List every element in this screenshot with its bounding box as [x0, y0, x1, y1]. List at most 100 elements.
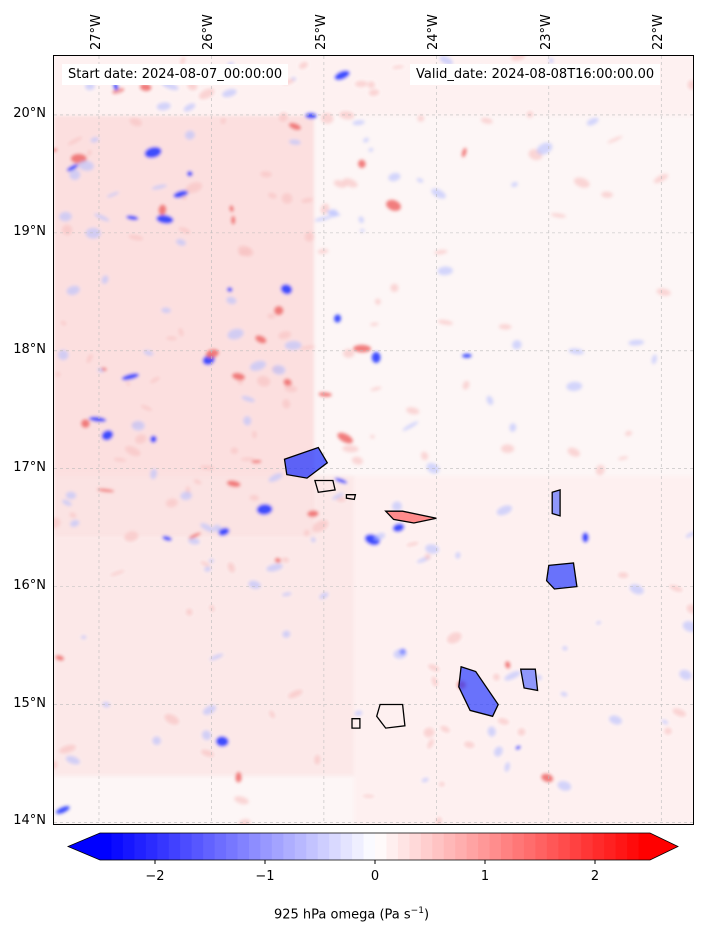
- ascent-cell: [66, 164, 79, 172]
- descent-cell: [336, 497, 347, 502]
- descent-cell: [355, 80, 368, 88]
- descent-cell: [423, 727, 435, 738]
- ascent-cell: [486, 395, 494, 405]
- descent-cell: [446, 632, 462, 644]
- latitude-tick-label: 18°N: [13, 341, 46, 357]
- descent-cell: [278, 112, 288, 122]
- ascent-cell: [566, 381, 583, 391]
- descent-cell: [110, 570, 125, 576]
- colorbar-segment: [386, 833, 399, 860]
- colorbar-segment: [283, 833, 296, 860]
- ascent-cell: [581, 532, 589, 543]
- descent-cell: [227, 562, 235, 573]
- latitude-tick-label: 19°N: [13, 223, 46, 239]
- descent-cell: [140, 404, 153, 412]
- descent-cell: [406, 541, 419, 547]
- ascent-cell: [266, 563, 283, 572]
- descent-cell: [188, 532, 201, 539]
- ascent-cell: [150, 468, 158, 480]
- ascent-cell: [682, 621, 693, 633]
- descent-cell: [656, 288, 671, 296]
- ascent-cell: [150, 435, 157, 443]
- ascent-cell: [314, 215, 332, 222]
- ascent-cell: [352, 120, 365, 126]
- colorbar-segment: [581, 833, 594, 860]
- descent-cell: [342, 178, 358, 188]
- santa-luzia-island-coastline: [345, 494, 357, 501]
- ascent-cell: [421, 777, 429, 783]
- colorbar-segment: [180, 833, 193, 860]
- colorbar-extend-high: [650, 833, 678, 860]
- map-panel: [53, 55, 694, 825]
- ascent-cell: [80, 635, 87, 640]
- descent-cell: [550, 213, 566, 218]
- descent-cell: [461, 147, 467, 158]
- ascent-cell: [487, 726, 496, 737]
- omega-field-map: [54, 56, 693, 824]
- ascent-cell: [402, 421, 419, 431]
- descent-cell: [55, 655, 65, 661]
- ascent-cell: [334, 477, 348, 484]
- descent-cell: [230, 447, 239, 455]
- colorbar-segment: [145, 833, 158, 860]
- ascent-cell: [106, 191, 120, 198]
- descent-cell: [165, 336, 178, 341]
- descent-cell: [318, 392, 332, 397]
- colorbar-segment: [478, 833, 491, 860]
- descent-cell: [492, 673, 500, 681]
- ascent-cell: [226, 296, 237, 305]
- sal-island-coastline: [551, 489, 561, 517]
- descent-cell: [517, 728, 526, 736]
- ascent-cell: [332, 492, 344, 500]
- descent-cell: [288, 122, 302, 131]
- descent-cell: [124, 445, 141, 457]
- descent-cell: [97, 488, 115, 493]
- ascent-cell: [334, 70, 350, 81]
- sao-nicolau-island-coastline: [384, 510, 437, 524]
- descent-cell: [186, 608, 193, 616]
- colorbar-segment: [294, 833, 307, 860]
- colorbar-segment: [237, 833, 250, 860]
- descent-cell: [510, 56, 526, 61]
- colorbar-segment: [260, 833, 273, 860]
- ascent-cell: [354, 710, 363, 716]
- descent-cell: [125, 382, 131, 386]
- ascent-cell: [557, 780, 572, 791]
- descent-cell: [595, 464, 605, 476]
- descent-cell: [421, 451, 429, 461]
- descent-cell: [435, 816, 442, 824]
- descent-cell: [235, 771, 242, 783]
- descent-cell: [607, 136, 623, 144]
- colorbar-title: 925 hPa omega (Pa s−1): [0, 906, 703, 922]
- boa-vista-island-coastline: [545, 562, 578, 590]
- colorbar-segment: [203, 833, 216, 860]
- colorbar-title-suffix: ): [423, 907, 430, 923]
- descent-cell: [193, 479, 202, 485]
- ascent-cell: [188, 537, 200, 545]
- descent-cell: [113, 457, 127, 462]
- ascent-cell: [685, 531, 693, 538]
- colorbar-segment: [122, 833, 135, 860]
- descent-cell: [370, 322, 379, 326]
- ascent-cell: [152, 736, 162, 746]
- descent-cell: [526, 111, 534, 118]
- ascent-cell: [70, 519, 80, 528]
- descent-cell: [351, 456, 363, 465]
- ascent-cell: [90, 137, 99, 143]
- colorbar-segment: [191, 833, 204, 860]
- descent-cell: [185, 182, 203, 194]
- descent-cell: [300, 345, 316, 350]
- colorbar-segment: [569, 833, 582, 860]
- descent-cell: [274, 557, 282, 563]
- descent-cell: [367, 81, 375, 89]
- ascent-cell: [393, 648, 408, 659]
- colorbar-segment: [134, 833, 147, 860]
- descent-cell: [406, 407, 420, 415]
- ascent-cell: [568, 348, 584, 355]
- ascent-cell: [200, 523, 215, 533]
- descent-cell: [390, 283, 399, 293]
- descent-cell: [368, 89, 380, 96]
- ascent-cell: [85, 227, 101, 239]
- ascent-cell: [310, 537, 316, 543]
- descent-cell: [249, 494, 259, 501]
